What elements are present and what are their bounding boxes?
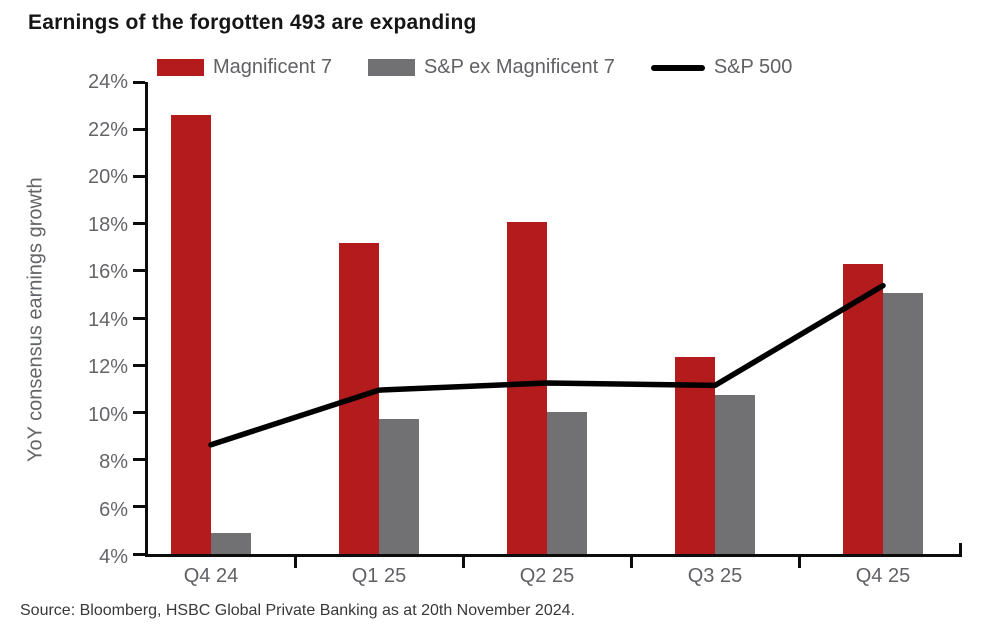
y-tick-mark [133, 222, 145, 226]
y-tick-mark [133, 505, 145, 509]
legend: Magnificent 7 S&P ex Magnificent 7 S&P 5… [157, 56, 792, 79]
x-axis-label-q4-24: Q4 24 [183, 565, 239, 587]
y-tick-label: 16% [87, 261, 128, 283]
x-axis-tick-mark [461, 557, 465, 568]
y-tick-label: 14% [87, 308, 128, 331]
bar-magnificent-7-q4-24 [171, 114, 211, 554]
plot-area: Q4 24 Q1 25 Q2 25 Q3 25 Q4 25 [133, 80, 962, 587]
sp-500-line-series [208, 282, 886, 448]
y-tick-mark [133, 363, 145, 367]
legend-item-magnificent-7: Magnificent 7 [157, 56, 332, 79]
bar-s-p-ex-magnificent-7-q4-24 [211, 532, 251, 554]
bar-magnificent-7-q3-25 [675, 356, 715, 554]
source-note: Source: Bloomberg, HSBC Global Private B… [20, 602, 575, 619]
x-axis-tick-mark [293, 557, 297, 568]
sp-ex-magnificent-7-swatch-icon [367, 59, 415, 76]
y-tick-label: 12% [87, 356, 128, 378]
x-axis-label-q4-25: Q4 25 [855, 565, 911, 587]
y-axis-tick-labels: 24% 22% 20% 18% 16% 14% 12% 10% 8% 6% 4% [50, 71, 128, 568]
y-axis-tick-marks [133, 80, 145, 556]
legend-item-sp-ex-magnificent-7: S&P ex Magnificent 7 [367, 56, 615, 79]
y-tick-label: 6% [99, 498, 128, 521]
y-tick-mark [133, 269, 145, 273]
y-tick-label: 24% [87, 71, 128, 93]
y-tick-mark [133, 127, 145, 131]
x-axis-tick-mark [797, 557, 801, 568]
x-axis-label-q2-25: Q2 25 [519, 565, 575, 587]
x-axis-end-cap [959, 543, 962, 554]
legend-label-magnificent-7: Magnificent 7 [213, 56, 332, 78]
bar-magnificent-7-q2-25 [507, 221, 547, 554]
bar-s-p-ex-magnificent-7-q3-25 [715, 394, 755, 554]
y-tick-label: 10% [87, 403, 128, 426]
legend-item-sp-500: S&P 500 [650, 56, 793, 79]
y-tick-label: 4% [99, 546, 128, 568]
y-tick-mark [133, 458, 145, 462]
bar-s-p-ex-magnificent-7-q2-25 [547, 411, 587, 554]
y-tick-label: 18% [87, 213, 128, 236]
x-axis-label-q1-25: Q1 25 [351, 565, 407, 587]
bar-s-p-ex-magnificent-7-q1-25 [379, 418, 419, 554]
x-axis-tick-mark [629, 557, 633, 568]
legend-label-sp-500: S&P 500 [713, 56, 793, 78]
y-tick-mark [133, 410, 145, 414]
y-tick-label: 20% [87, 166, 128, 188]
legend-label-sp-ex-magnificent-7: S&P ex Magnificent 7 [423, 56, 615, 78]
plot-field: Q4 24 Q1 25 Q2 25 Q3 25 Q4 25 [127, 79, 967, 587]
x-axis-label-q3-25: Q3 25 [687, 565, 743, 587]
bar-magnificent-7-q4-25 [843, 264, 883, 554]
y-tick-mark [133, 552, 145, 556]
y-tick-label: 8% [99, 451, 128, 473]
y-tick-mark [133, 174, 145, 178]
y-tick-mark [133, 80, 145, 84]
y-tick-label: 22% [87, 118, 128, 141]
sp-500-line-path [208, 282, 886, 448]
magnificent-7-swatch-icon [157, 59, 204, 76]
y-tick-mark [133, 316, 145, 320]
sp-500-line-swatch-icon [650, 64, 705, 71]
chart-title: Earnings of the forgotten 493 are expand… [28, 11, 477, 34]
bar-s-p-ex-magnificent-7-q4-25 [883, 292, 923, 554]
y-axis-title: YoY consensus earnings growth [24, 177, 47, 462]
